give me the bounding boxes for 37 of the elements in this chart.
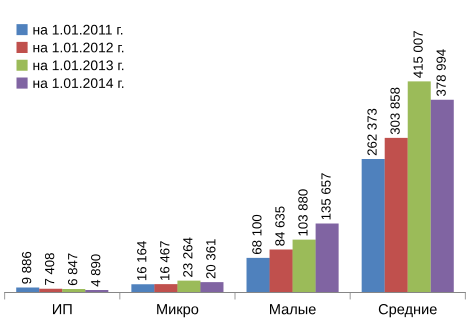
data-label: 6 847	[68, 253, 78, 286]
data-label: 262 373	[367, 108, 377, 156]
bar	[154, 284, 178, 292]
bar	[177, 280, 200, 292]
bar	[246, 258, 270, 292]
bar	[384, 138, 408, 292]
data-label: 68 100	[252, 214, 262, 254]
bar	[316, 223, 339, 292]
data-label: 303 858	[390, 88, 400, 134]
x-tick-label: Средние	[378, 304, 437, 318]
data-label: 9 886	[22, 252, 32, 284]
data-label: 135 657	[321, 173, 331, 220]
bar	[200, 282, 224, 292]
bar	[270, 249, 293, 292]
bar	[131, 284, 154, 292]
data-label: 84 635	[275, 206, 285, 246]
data-label: 4 890	[91, 254, 100, 287]
data-label: 16 467	[160, 241, 170, 280]
legend-label: на 1.01.2013 г.	[33, 60, 124, 70]
data-label: 415 007	[413, 31, 423, 78]
legend-label: на 1.01.2012 г.	[33, 42, 124, 52]
data-label: 23 264	[183, 238, 192, 277]
data-label: 7 408	[44, 253, 54, 285]
x-tick-label: Микро	[157, 304, 198, 318]
x-tick-label: Малые	[270, 304, 316, 314]
data-label: 103 880	[298, 189, 308, 236]
bar	[408, 81, 431, 292]
data-label: 378 994	[436, 49, 446, 96]
legend-label: на 1.01.2011 г.	[33, 24, 122, 35]
x-tick-label: ИП	[52, 304, 72, 314]
bar	[430, 100, 454, 292]
data-label: 20 361	[206, 239, 216, 278]
bar	[292, 240, 316, 292]
bar	[39, 288, 62, 292]
data-label: 16 164	[137, 241, 146, 280]
bar	[362, 159, 385, 292]
legend-label: на 1.01.2014 г.	[33, 78, 124, 88]
